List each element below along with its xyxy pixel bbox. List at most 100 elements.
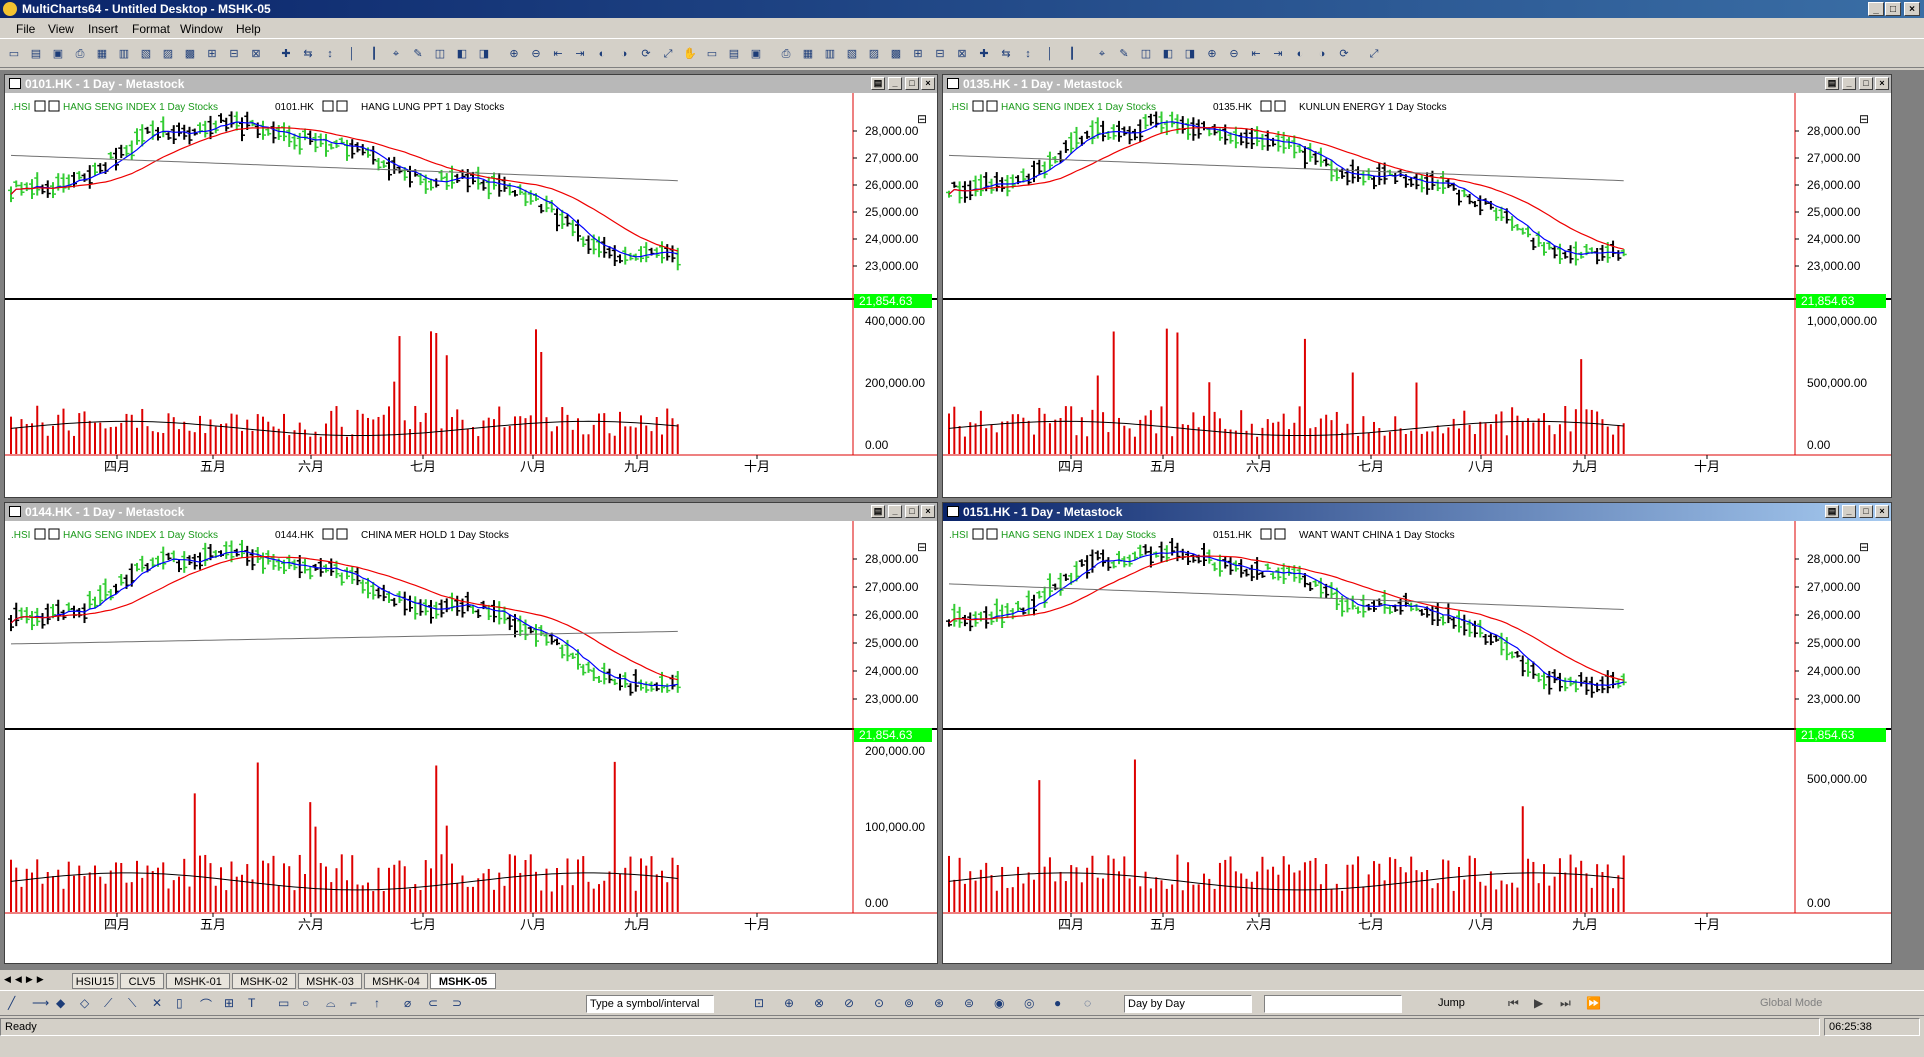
drawing-tool-icon[interactable]: ↑ [374,996,380,1010]
dom-icon[interactable]: ⇥ [575,48,585,60]
drawing-tool-icon[interactable]: ◆ [56,996,66,1010]
minimize-button[interactable]: _ [1868,2,1884,16]
bars-icon[interactable]: ▤ [728,48,740,60]
global-mode-toggle[interactable]: Global Mode [1760,997,1823,1009]
chart-tool-icon[interactable]: ⊕ [784,996,795,1010]
chart-tool-icon[interactable]: ◉ [994,996,1005,1010]
zoom-icon[interactable]: ⊟ [229,48,239,60]
portfolio-icon[interactable]: ▩ [184,48,196,60]
chart-format-button[interactable]: ▤ [1825,77,1839,90]
drawing-icon[interactable]: ▦ [802,48,814,60]
menu-help[interactable]: Help [236,22,261,36]
symbol-input[interactable]: Type a symbol/interval [586,995,714,1013]
portfolio-icon[interactable]: ◐ [598,48,606,60]
legend-format-icon[interactable] [1274,100,1286,112]
replay-mode-select[interactable]: Day by Day [1124,995,1252,1013]
chart-tool-icon[interactable]: ⊚ [904,996,915,1010]
menu-window[interactable]: Window [180,22,223,36]
chart-icon[interactable]: ⊕ [509,48,519,60]
new-icon[interactable]: ✎ [413,48,423,60]
new-icon[interactable]: ▥ [824,48,836,60]
tab-hsiu15[interactable]: HSIU15 [72,973,118,989]
chart-close-button[interactable]: × [1875,505,1889,518]
chart-tool-icon[interactable]: ⊗ [814,996,825,1010]
grid-icon[interactable]: ▥ [118,48,130,60]
link-icon[interactable]: ⤢ [663,48,673,60]
chart-format-button[interactable]: ▤ [871,77,885,90]
chart-close-button[interactable]: × [921,505,935,518]
tab-mshk-02[interactable]: MSHK-02 [232,973,296,989]
drawing-tool-icon[interactable]: ⊞ [224,996,235,1010]
chart-format-button[interactable]: ▤ [1825,505,1839,518]
chart-minimize-button[interactable]: _ [1842,505,1856,518]
print-icon[interactable]: ⎙ [75,48,85,60]
chart-canvas[interactable]: .HSI HANG SENG INDEX 1 Day Stocks 0135.HK K… [943,93,1891,497]
drawing-tool-icon[interactable]: T [248,996,256,1010]
scanner-icon[interactable]: ▧ [140,48,152,60]
drawing-tool-icon[interactable]: ⟋ [104,996,113,1010]
menu-insert[interactable]: Insert [88,22,119,36]
save-icon[interactable]: ⇥ [1273,48,1283,60]
scanner-icon[interactable]: ⤢ [1369,48,1379,60]
print-icon[interactable]: ◨ [478,48,490,60]
signal-icon[interactable]: ⇆ [303,48,313,60]
zoom-icon[interactable]: │ [1046,48,1054,60]
chart-minimize-button[interactable]: _ [1842,77,1856,90]
legend-format-icon[interactable] [336,528,348,540]
chart-minimize-button[interactable]: _ [888,77,902,90]
crosshair-icon[interactable]: ┃ [370,48,378,60]
chart-tool-icon[interactable]: ● [1054,996,1062,1010]
save-icon[interactable]: ◧ [456,48,468,60]
chart-tool-icon[interactable]: ◌ [1084,996,1092,1010]
replay-control-icon[interactable]: ⏭ [1560,996,1571,1010]
drawing-tool-icon[interactable]: ✕ [152,996,163,1010]
tab-scroll-arrows[interactable]: ◀◀▶▶ [4,974,48,984]
open-icon[interactable]: ▤ [30,48,42,60]
chart-icon[interactable]: ◑ [1318,48,1326,60]
indicator-icon[interactable]: ⌖ [1098,48,1106,60]
cursor-icon[interactable]: ◧ [1162,48,1174,60]
dom-icon[interactable]: ✚ [979,48,989,60]
more-icon[interactable]: ◑ [620,48,628,60]
drawing-tool-icon[interactable]: ▯ [176,996,183,1010]
chart-tool-icon[interactable]: ⊘ [844,996,855,1010]
grid-icon[interactable]: ⊟ [935,48,945,60]
chart-close-button[interactable]: × [1875,77,1889,90]
drawing-tool-icon[interactable]: ⊃ [452,996,463,1010]
link-icon[interactable]: ┃ [1068,48,1076,60]
grid-icon[interactable]: ⊖ [531,48,541,60]
replay-control-icon[interactable]: ⏮ [1508,996,1519,1010]
secondary-select[interactable] [1264,995,1402,1013]
signal-icon[interactable]: ✎ [1119,48,1129,60]
more-icon[interactable]: ⊞ [207,48,217,60]
signal-icon[interactable]: ▭ [706,48,718,60]
chart-tool-icon[interactable]: ⊡ [754,996,765,1010]
legend-format-icon[interactable] [336,100,348,112]
chart-icon[interactable]: ⊞ [913,48,923,60]
drawing-tool-icon[interactable]: ○ [302,996,310,1010]
legend-format-icon[interactable] [1274,528,1286,540]
drawing-tool-icon[interactable]: ╱ [8,996,16,1010]
new-icon[interactable]: ⊖ [1229,48,1239,60]
drawing-tool-icon[interactable]: ⌓ [326,996,336,1010]
maximize-button[interactable]: □ [1885,2,1901,16]
menu-format[interactable]: Format [132,22,171,36]
drawing-icon[interactable]: ⊕ [1207,48,1217,60]
zoom-icon[interactable]: ⟳ [641,48,651,60]
drawing-tool-icon[interactable]: ⟶ [32,996,50,1010]
legend-format-icon[interactable] [48,528,60,540]
drawing-tool-icon[interactable]: ⌀ [404,996,412,1010]
chart-window-0151[interactable]: 0151.HK - 1 Day - Metastock ▤ _ □ × .HSI… [942,502,1892,964]
menu-file[interactable]: File [16,22,36,36]
scanner-icon[interactable]: ⇤ [553,48,563,60]
legend-format-icon[interactable] [986,100,998,112]
drawing-tool-icon[interactable]: ▭ [278,996,290,1010]
tab-mshk-05[interactable]: MSHK-05 [430,973,496,989]
close-button[interactable]: × [1904,2,1920,16]
bars-icon[interactable]: ◫ [1140,48,1152,60]
legend-dropdown-icon[interactable] [1260,100,1272,112]
link-icon[interactable]: ⊠ [251,48,261,60]
cursor-icon[interactable]: ▣ [750,48,762,60]
chart-window-0101[interactable]: 0101.HK - 1 Day - Metastock ▤ _ □ × .HSI… [4,74,938,498]
print-icon[interactable]: ▩ [890,48,902,60]
